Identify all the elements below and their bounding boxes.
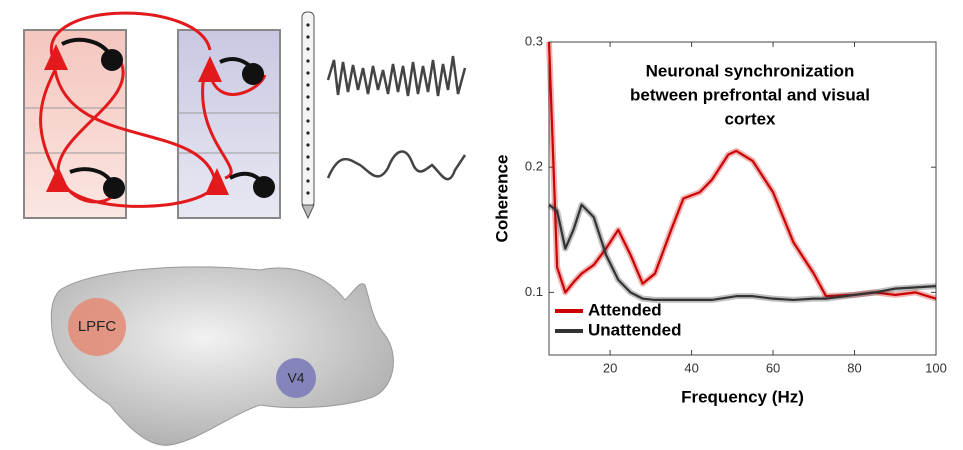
y-tick-label: 0.1 [525,284,543,299]
y-tick-label: 0.3 [525,33,543,48]
x-tick-label: 80 [847,360,861,375]
brain: LPFC V4 [51,267,393,445]
region-label: LPFC [78,318,117,335]
series-halo [549,205,936,300]
circuit-diagram [24,12,465,218]
x-tick-label: 40 [684,360,698,375]
chart-title: cortex [724,109,776,128]
y-tick-label: 0.2 [525,159,543,174]
x-tick-label: 20 [603,360,617,375]
legend-label: Unattended [588,320,682,339]
x-tick-label: 60 [766,360,780,375]
y-axis-label: Coherence [492,155,511,243]
chart-title: Neuronal synchronization [646,61,855,80]
x-axis-label: Frequency (Hz) [681,387,804,406]
x-tick-label: 100 [925,360,947,375]
legend-label: Attended [588,300,662,319]
figure: LPFC V4 0.1 0.2 0.3 20 40 60 80 100 Frequency (H… [0,0,963,450]
chart-title: between prefrontal and visual [630,85,870,104]
coherence-chart: 0.1 0.2 0.3 20 40 60 80 100 Frequency (Hz) Cohere… [492,33,946,406]
region-label: V4 [287,370,304,386]
